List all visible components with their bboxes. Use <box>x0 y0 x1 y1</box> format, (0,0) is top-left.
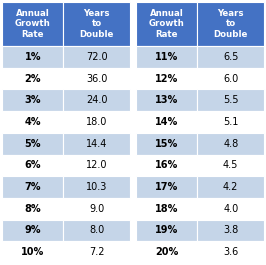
Text: 16%: 16% <box>155 160 178 170</box>
Text: 14%: 14% <box>155 117 178 127</box>
Bar <box>63 133 130 154</box>
Text: 4.2: 4.2 <box>223 182 238 192</box>
Text: 7.2: 7.2 <box>89 247 105 257</box>
Text: 18.0: 18.0 <box>86 117 107 127</box>
Bar <box>2 2 63 46</box>
Text: 4.5: 4.5 <box>223 160 238 170</box>
Text: Annual
Growth
Rate: Annual Growth Rate <box>15 9 51 39</box>
Bar <box>2 46 63 68</box>
Text: 3.6: 3.6 <box>223 247 238 257</box>
Text: 8%: 8% <box>24 204 41 214</box>
Bar <box>2 133 63 154</box>
Bar <box>136 46 197 68</box>
Text: 72.0: 72.0 <box>86 52 107 62</box>
Text: 4.0: 4.0 <box>223 204 238 214</box>
Bar <box>197 133 264 154</box>
Bar <box>197 46 264 68</box>
Bar <box>136 176 197 198</box>
Bar <box>2 89 63 111</box>
Bar <box>136 198 197 220</box>
Text: 7%: 7% <box>24 182 41 192</box>
Bar <box>197 2 264 46</box>
Bar <box>136 154 197 176</box>
Text: 5.5: 5.5 <box>223 95 239 105</box>
Text: 3.8: 3.8 <box>223 226 238 235</box>
Bar <box>2 111 63 133</box>
Text: 9%: 9% <box>24 226 41 235</box>
Bar <box>197 241 264 263</box>
Text: 5.1: 5.1 <box>223 117 238 127</box>
Text: Annual
Growth
Rate: Annual Growth Rate <box>149 9 185 39</box>
Text: 6.0: 6.0 <box>223 74 238 83</box>
Bar <box>63 46 130 68</box>
Text: 2%: 2% <box>24 74 41 83</box>
Text: 19%: 19% <box>155 226 178 235</box>
Text: 6%: 6% <box>24 160 41 170</box>
Bar <box>197 89 264 111</box>
Text: 4.8: 4.8 <box>223 139 238 149</box>
Bar <box>63 68 130 89</box>
Text: 8.0: 8.0 <box>89 226 104 235</box>
Text: Years
to
Double: Years to Double <box>80 9 114 39</box>
Text: 17%: 17% <box>155 182 178 192</box>
Bar <box>197 220 264 241</box>
Text: Years
to
Double: Years to Double <box>214 9 248 39</box>
Bar <box>197 176 264 198</box>
Text: 6.5: 6.5 <box>223 52 238 62</box>
Text: 12%: 12% <box>155 74 178 83</box>
Bar <box>63 176 130 198</box>
Text: 14.4: 14.4 <box>86 139 107 149</box>
Bar <box>2 241 63 263</box>
Bar <box>136 68 197 89</box>
Bar <box>136 133 197 154</box>
Text: 13%: 13% <box>155 95 178 105</box>
Bar <box>136 89 197 111</box>
Text: 20%: 20% <box>155 247 178 257</box>
Text: 18%: 18% <box>155 204 178 214</box>
Bar <box>2 154 63 176</box>
Bar <box>2 176 63 198</box>
Text: 15%: 15% <box>155 139 178 149</box>
Bar <box>2 220 63 241</box>
Bar <box>63 220 130 241</box>
Text: 24.0: 24.0 <box>86 95 107 105</box>
Text: 4%: 4% <box>24 117 41 127</box>
Bar <box>63 111 130 133</box>
Bar <box>2 68 63 89</box>
Text: 36.0: 36.0 <box>86 74 107 83</box>
Text: 1%: 1% <box>24 52 41 62</box>
Text: 10%: 10% <box>21 247 44 257</box>
Bar <box>63 241 130 263</box>
Bar <box>63 198 130 220</box>
Bar <box>197 154 264 176</box>
Bar <box>136 241 197 263</box>
Text: 12.0: 12.0 <box>86 160 107 170</box>
Bar <box>197 68 264 89</box>
Text: 5%: 5% <box>24 139 41 149</box>
Bar <box>136 111 197 133</box>
Bar <box>197 111 264 133</box>
Bar <box>63 89 130 111</box>
Bar <box>136 2 197 46</box>
Bar <box>197 198 264 220</box>
Bar <box>2 198 63 220</box>
Text: 11%: 11% <box>155 52 178 62</box>
Text: 9.0: 9.0 <box>89 204 104 214</box>
Bar <box>136 220 197 241</box>
Text: 10.3: 10.3 <box>86 182 107 192</box>
Bar <box>63 2 130 46</box>
Text: 3%: 3% <box>24 95 41 105</box>
Bar <box>63 154 130 176</box>
